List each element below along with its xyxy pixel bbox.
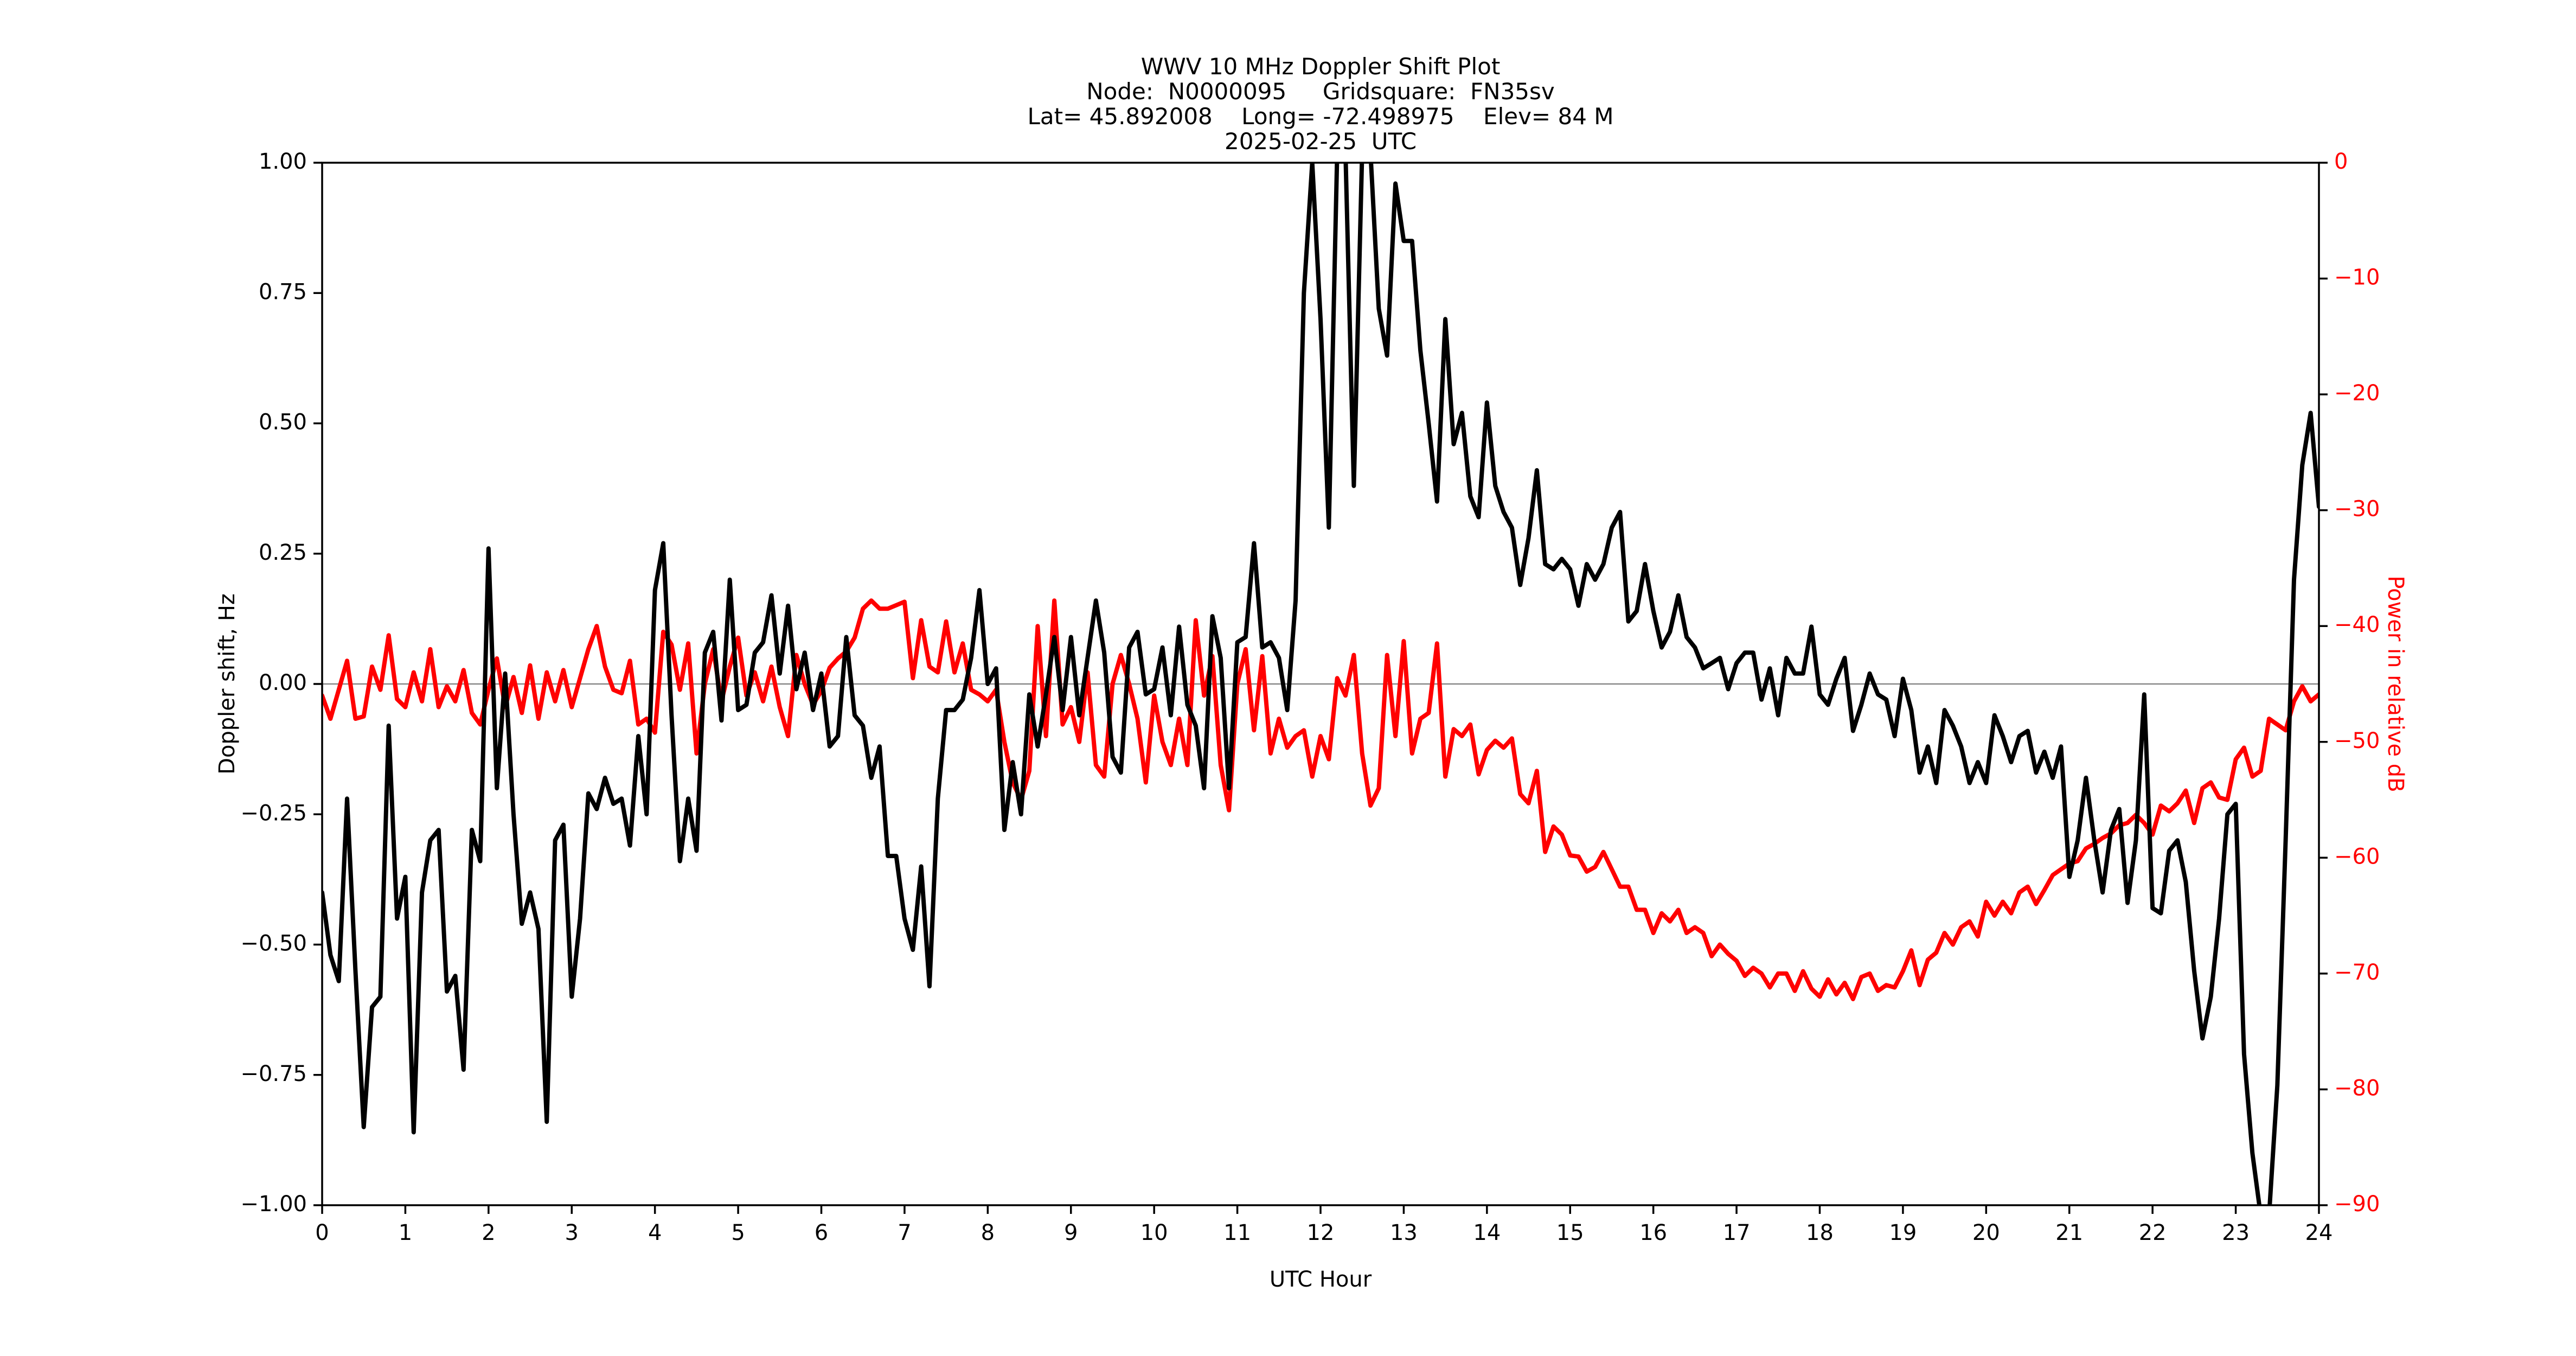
tick-label: 2: [482, 1220, 495, 1245]
tick-label: 21: [2055, 1220, 2083, 1245]
tick-label: −1.00: [240, 1192, 307, 1217]
right-axis-label: Power in relative dB: [2383, 575, 2408, 792]
tick-label: 0: [2334, 149, 2348, 174]
tick-label: 12: [1307, 1220, 1335, 1245]
tick-label: 11: [1223, 1220, 1251, 1245]
tick-label: −10: [2334, 265, 2380, 290]
tick-label: −30: [2334, 497, 2380, 522]
x-axis-ticks: 0 1 2 3 4 5 6 7 8 9 10 11 12 13 14 15 16 17 18 19 20 21 22 23 24: [315, 1205, 2333, 1245]
tick-label: 22: [2139, 1220, 2167, 1245]
tick-label: 16: [1639, 1220, 1667, 1245]
tick-label: −40: [2334, 612, 2380, 637]
tick-label: 0.25: [259, 540, 307, 565]
tick-label: −0.25: [240, 801, 307, 826]
tick-label: 4: [648, 1220, 662, 1245]
chart-subtitle-node-gridsquare: Node: N0000095 Gridsquare: FN35sv: [1086, 78, 1555, 105]
power-curve: [322, 598, 2319, 1001]
tick-label: 9: [1064, 1220, 1078, 1245]
tick-label: 0.00: [259, 670, 307, 695]
tick-label: 24: [2305, 1220, 2333, 1245]
tick-label: 10: [1140, 1220, 1168, 1245]
tick-label: 1.00: [259, 149, 307, 174]
tick-label: 20: [1972, 1220, 2000, 1245]
data-curves: [322, 163, 2319, 1205]
tick-label: −0.75: [240, 1061, 307, 1086]
tick-label: −0.50: [240, 931, 307, 956]
tick-label: 0.50: [259, 410, 307, 435]
tick-label: 18: [1806, 1220, 1834, 1245]
tick-label: 23: [2222, 1220, 2250, 1245]
left-axis-label: Doppler shift, Hz: [215, 593, 240, 775]
tick-label: 1: [399, 1220, 412, 1245]
tick-label: −80: [2334, 1076, 2380, 1101]
tick-label: 5: [731, 1220, 745, 1245]
tick-label: −50: [2334, 728, 2380, 753]
left-axis-ticks: 1.00 0.75 0.50 0.25 0.00 −0.25 −0.50 −0.75 −1.00: [240, 149, 322, 1217]
chart-subtitle-date: 2025-02-25 UTC: [1224, 128, 1417, 155]
tick-label: 6: [815, 1220, 828, 1245]
tick-label: 3: [565, 1220, 579, 1245]
tick-label: 0.75: [259, 279, 307, 304]
tick-label: 17: [1723, 1220, 1751, 1245]
tick-label: −90: [2334, 1192, 2380, 1217]
tick-label: 13: [1390, 1220, 1418, 1245]
right-axis-ticks: 0 −10 −20 −30 −40 −50 −60 −70 −80 −90: [2319, 149, 2380, 1217]
tick-label: 15: [1556, 1220, 1584, 1245]
tick-label: −20: [2334, 381, 2380, 406]
tick-label: 0: [315, 1220, 329, 1245]
chart-subtitle-lat-long-elev: Lat= 45.892008 Long= -72.498975 Elev= 84…: [1027, 103, 1614, 130]
tick-label: −70: [2334, 960, 2380, 985]
chart-title: WWV 10 MHz Doppler Shift Plot: [1140, 53, 1501, 80]
doppler-shift-curve: [322, 163, 2319, 1205]
x-axis-label: UTC Hour: [1270, 1267, 1372, 1292]
tick-label: 8: [981, 1220, 995, 1245]
tick-label: 7: [898, 1220, 911, 1245]
tick-label: 19: [1889, 1220, 1917, 1245]
title-block: WWV 10 MHz Doppler Shift Plot Node: N000…: [1027, 54, 1613, 154]
tick-label: −60: [2334, 844, 2380, 869]
tick-label: 14: [1473, 1220, 1501, 1245]
